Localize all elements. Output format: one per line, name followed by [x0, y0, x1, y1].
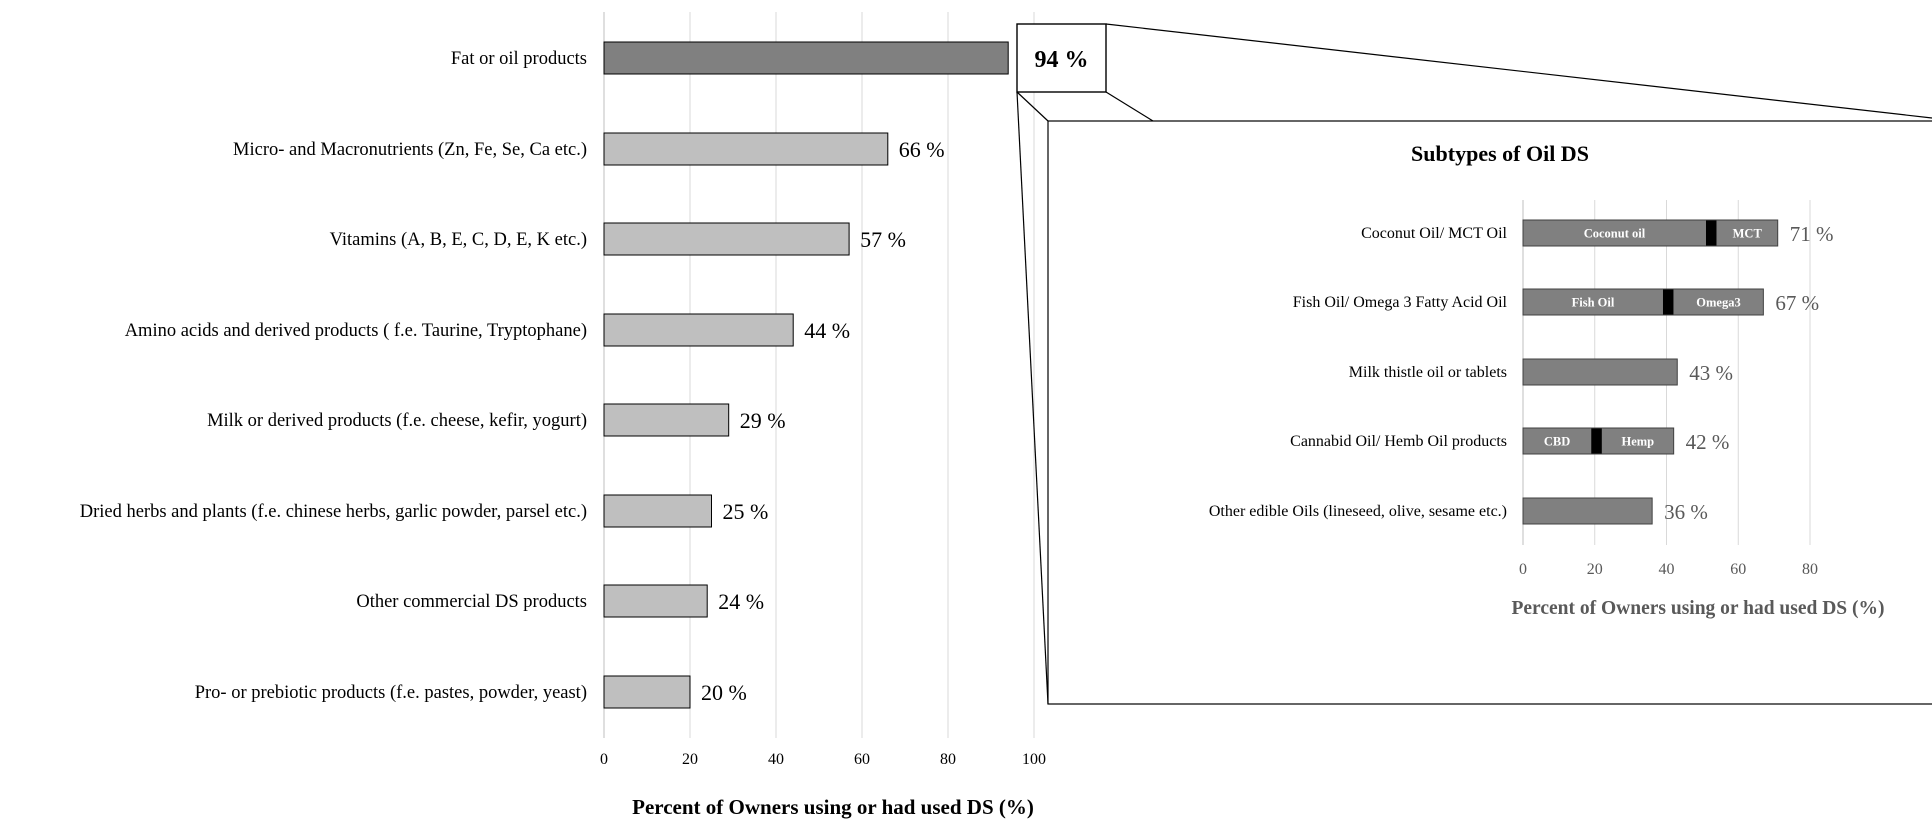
- inset-category-label-cannabid-oil-hemb-oil-products: Cannabid Oil/ Hemb Oil products: [1290, 433, 1507, 450]
- main-category-label-amino-acids-and-derived-products-f-e-taurine-tryptophane: Amino acids and derived products ( f.e. …: [125, 321, 587, 341]
- inset-segment-label-hemp: Hemp: [1621, 435, 1654, 449]
- main-x-tick-100: 100: [1022, 751, 1046, 768]
- main-value-label-vitamins-a-b-e-c-d-e-k-etc: 57 %: [860, 227, 906, 252]
- main-category-label-other-commercial-ds-products: Other commercial DS products: [356, 592, 587, 612]
- inset-x-tick-40: 40: [1659, 561, 1675, 578]
- inset-bar-segment-cannabid-oil-hemb-oil-products-0: [1523, 428, 1592, 454]
- main-value-label-pro-or-prebiotic-products-f-e-pastes-powder-yeast: 20 %: [701, 680, 747, 705]
- main-x-tick-40: 40: [768, 751, 784, 768]
- main-value-label-dried-herbs-and-plants-f-e-chinese-herbs-garlic-powder-parsel-etc: 25 %: [723, 499, 769, 524]
- inset-bar-segment-fish-oil-omega-3-fatty-acid-oil-2: [1673, 289, 1764, 315]
- zoom-line-bottom: [1016, 91, 1049, 705]
- main-category-label-fat-or-oil-products: Fat or oil products: [451, 49, 587, 69]
- inset-bar-segment-milk-thistle-oil-or-tablets-0: [1523, 359, 1678, 385]
- main-category-label-milk-or-derived-products-f-e-cheese-kefir-yogurt: Milk or derived products (f.e. cheese, k…: [207, 411, 587, 431]
- zoom-line-left: [1016, 91, 1049, 122]
- main-value-label-fat-or-oil-products: 94 %: [1035, 47, 1089, 73]
- main-x-tick-0: 0: [600, 751, 608, 768]
- inset-category-label-other-edible-oils-lineseed-olive-sesame-etc: Other edible Oils (lineseed, olive, sesa…: [1209, 503, 1507, 520]
- zoom-highlight-box: [1016, 23, 1107, 93]
- inset-value-label-milk-thistle-oil-or-tablets: 43 %: [1689, 361, 1733, 385]
- inset-bar-coconut-oil-mct-oil: [1522, 219, 1779, 247]
- main-x-tick-20: 20: [682, 751, 698, 768]
- main-category-label-micro-and-macronutrients-zn-fe-se-ca-etc: Micro- and Macronutrients (Zn, Fe, Se, C…: [233, 140, 587, 160]
- main-x-tick-60: 60: [854, 751, 870, 768]
- inset-x-tick-0: 0: [1519, 561, 1527, 578]
- inset-value-label-cannabid-oil-hemb-oil-products: 42 %: [1686, 430, 1730, 454]
- main-chart: Fat or oil products Micro- and Macronutri…: [80, 12, 1046, 819]
- main-bar-vitamins-a-b-e-c-d-e-k-etc: [603, 222, 850, 256]
- inset-category-label-fish-oil-omega-3-fatty-acid-oil: Fish Oil/ Omega 3 Fatty Acid Oil: [1293, 294, 1508, 311]
- inset-x-tick-80: 80: [1802, 561, 1818, 578]
- main-bar-amino-acids-and-derived-products-f-e-taurine-tryptophane: [603, 313, 794, 347]
- inset-bar-cannabid-oil-hemb-oil-products: [1522, 427, 1675, 455]
- inset-chart: Subtypes of Oil DS Coconut Oil/ MCT Oil Co…: [1047, 120, 1932, 705]
- inset-segment-label-mct: MCT: [1733, 227, 1763, 241]
- inset-category-label-milk-thistle-oil-or-tablets: Milk thistle oil or tablets: [1349, 364, 1507, 381]
- main-value-label-amino-acids-and-derived-products-f-e-taurine-tryptophane: 44 %: [804, 318, 850, 343]
- zoom-connector: 94 %: [1016, 23, 1932, 705]
- inset-segment-label-fish-oil: Fish Oil: [1572, 296, 1615, 310]
- inset-value-label-coconut-oil-mct-oil: 71 %: [1790, 222, 1834, 246]
- inset-x-axis-title: Percent of Owners using or had used DS (…: [1511, 598, 1884, 619]
- inset-bar-segment-fish-oil-omega-3-fatty-acid-oil-1: [1662, 289, 1674, 315]
- inset-value-label-other-edible-oils-lineseed-olive-sesame-etc: 36 %: [1664, 500, 1708, 524]
- inset-bar-segment-coconut-oil-mct-oil-2: [1716, 220, 1778, 246]
- main-value-label-other-commercial-ds-products: 24 %: [718, 589, 764, 614]
- inset-bar-other-edible-oils-lineseed-olive-sesame-etc: [1522, 497, 1653, 525]
- inset-bar-segment-cannabid-oil-hemb-oil-products-1: [1591, 428, 1602, 454]
- inset-frame: [1047, 120, 1932, 705]
- main-value-label-milk-or-derived-products-f-e-cheese-kefir-yogurt: 29 %: [740, 408, 786, 433]
- inset-segment-label-cbd: CBD: [1544, 435, 1570, 449]
- zoom-line-right: [1105, 91, 1154, 122]
- inset-bar-segment-fish-oil-omega-3-fatty-acid-oil-0: [1523, 289, 1663, 315]
- inset-bar-segment-coconut-oil-mct-oil-1: [1705, 220, 1717, 246]
- main-bar-fat-or-oil-products: [603, 41, 1009, 75]
- main-value-label-micro-and-macronutrients-zn-fe-se-ca-etc: 66 %: [899, 137, 945, 162]
- main-bar-dried-herbs-and-plants-f-e-chinese-herbs-garlic-powder-parsel-etc: [603, 494, 712, 528]
- inset-x-tick-60: 60: [1730, 561, 1746, 578]
- inset-value-label-fish-oil-omega-3-fatty-acid-oil: 67 %: [1775, 291, 1819, 315]
- main-bar-other-commercial-ds-products: [603, 584, 708, 618]
- main-category-label-vitamins-a-b-e-c-d-e-k-etc: Vitamins (A, B, E, C, D, E, K etc.): [330, 230, 587, 250]
- inset-bar-segment-coconut-oil-mct-oil-0: [1523, 220, 1706, 246]
- main-bar-pro-or-prebiotic-products-f-e-pastes-powder-yeast: [603, 675, 691, 709]
- inset-segment-label-coconut-oil: Coconut oil: [1584, 227, 1646, 241]
- inset-bar-segment-other-edible-oils-lineseed-olive-sesame-etc-0: [1523, 498, 1653, 524]
- inset-bar-fish-oil-omega-3-fatty-acid-oil: [1522, 288, 1764, 316]
- main-bar-milk-or-derived-products-f-e-cheese-kefir-yogurt: [603, 403, 730, 437]
- zoom-wedge: [1106, 24, 1932, 121]
- inset-bar-segment-cannabid-oil-hemb-oil-products-2: [1601, 428, 1674, 454]
- main-x-tick-80: 80: [940, 751, 956, 768]
- inset-title: Subtypes of Oil DS: [1411, 141, 1589, 166]
- zoom-line-top: [1105, 23, 1932, 119]
- inset-category-label-coconut-oil-mct-oil: Coconut Oil/ MCT Oil: [1361, 225, 1507, 242]
- main-category-label-dried-herbs-and-plants-f-e-chinese-herbs-garlic-powder-parsel-etc: Dried herbs and plants (f.e. chinese her…: [80, 502, 587, 522]
- main-x-axis-title: Percent of Owners using or had used DS (…: [632, 795, 1034, 819]
- inset-bar-milk-thistle-oil-or-tablets: [1522, 358, 1678, 386]
- inset-x-tick-20: 20: [1587, 561, 1603, 578]
- main-category-label-pro-or-prebiotic-products-f-e-pastes-powder-yeast: Pro- or prebiotic products (f.e. pastes,…: [195, 683, 587, 703]
- main-bar-micro-and-macronutrients-zn-fe-se-ca-etc: [603, 132, 889, 166]
- inset-segment-label-omega3: Omega3: [1696, 296, 1740, 310]
